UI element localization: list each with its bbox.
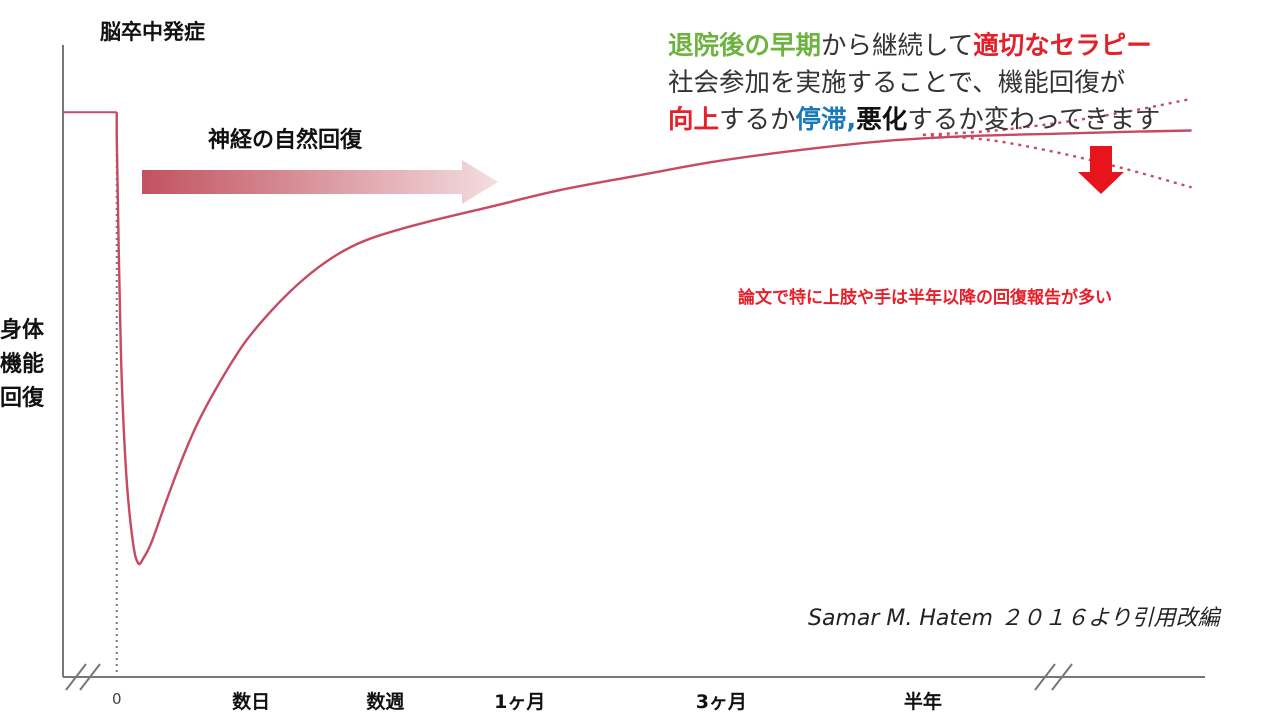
x-axis-break-right: [1034, 663, 1073, 691]
x-tick-label: 3ヶ月: [695, 691, 747, 713]
message-run: 適切なセラピー: [973, 31, 1152, 61]
message-line-3: 向上するか停滞,悪化するか変わってきます: [668, 102, 1160, 139]
projection-decline-line: [922, 133, 1192, 189]
message-line-2: 社会参加を実施することで、機能回復が: [668, 65, 1160, 102]
message-run: 社会参加を実施することで、機能回復が: [668, 68, 1126, 98]
onset-label: 脳卒中発症: [100, 20, 205, 44]
message-run: 悪化: [856, 105, 908, 135]
message-run: から継続して: [821, 31, 974, 61]
message-run: 向上: [668, 105, 720, 135]
x-tick-label: 1ヶ月: [494, 691, 546, 713]
projection-improve-line: [922, 97, 1192, 136]
natural-recovery-arrow: [142, 160, 498, 204]
citation: Samar M. Hatem ２０１６より引用改編: [808, 606, 1220, 631]
x-tick-label: 数日: [232, 691, 271, 713]
x-tick-label: 半年: [903, 691, 942, 713]
y-axis-label-line: 回復: [0, 386, 45, 411]
message-run: 停滞,: [795, 105, 857, 135]
message-run: するか変わってきます: [907, 105, 1161, 135]
message-run: するか: [719, 105, 796, 135]
note-annotation: 論文で特に上肢や手は半年以降の回復報告が多い: [738, 288, 1112, 308]
message-line-1: 退院後の早期から継続して適切なセラピー: [668, 28, 1160, 65]
x-tick-label: 0: [111, 690, 122, 708]
down-arrow-icon: [1078, 146, 1124, 194]
message-run: 退院後の早期: [668, 31, 822, 61]
x-axis-break-left: [65, 663, 101, 691]
y-axis-label: 身体 機能 回復: [0, 314, 60, 416]
y-axis-label-line: 機能: [0, 352, 45, 377]
y-axis-label-line: 身体: [0, 318, 45, 343]
message-block: 退院後の早期から継続して適切なセラピー 社会参加を実施することで、機能回復が 向…: [668, 28, 1160, 139]
natural-recovery-label: 神経の自然回復: [208, 128, 363, 153]
x-tick-label: 数週: [366, 691, 405, 713]
recovery-curve: [115, 112, 1192, 566]
